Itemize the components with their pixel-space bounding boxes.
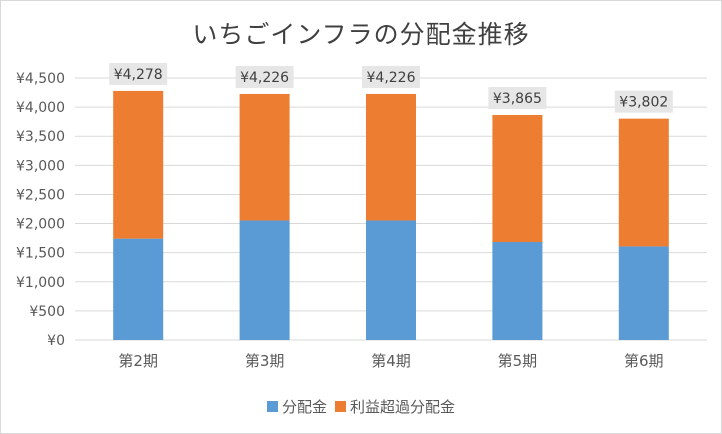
- total-label-box: [235, 65, 294, 88]
- total-data-label: ¥4,226: [367, 70, 416, 86]
- y-tick-label: ¥3,500: [16, 129, 65, 145]
- total-label-box: [109, 62, 168, 85]
- total-data-label: ¥3,865: [493, 91, 542, 107]
- y-tick-label: ¥4,500: [16, 71, 65, 87]
- legend-item-series-2: 利益超過分配金: [335, 396, 455, 417]
- y-tick-label: ¥1,000: [16, 275, 65, 291]
- y-tick-label: ¥2,000: [16, 217, 65, 233]
- total-label-box: [614, 90, 673, 113]
- legend-label-series-2: 利益超過分配金: [350, 398, 456, 416]
- legend: 分配金 利益超過分配金: [1, 396, 721, 417]
- bar-series-1: [366, 220, 416, 340]
- y-tick-label: ¥4,000: [16, 100, 65, 116]
- y-tick-label: ¥2,500: [16, 187, 65, 203]
- x-category-label: 第6期: [624, 352, 664, 370]
- y-tick-label: ¥1,500: [16, 246, 65, 262]
- bar-series-2: [492, 114, 543, 243]
- legend-label-series-1: 分配金: [281, 398, 327, 416]
- bar-series-2: [366, 93, 416, 221]
- x-category-label: 第3期: [245, 352, 285, 370]
- total-label-box: [362, 65, 420, 88]
- legend-swatch-series-1: [266, 401, 278, 412]
- bar-series-1: [113, 238, 164, 340]
- y-tick-label: ¥0: [47, 333, 65, 349]
- total-data-label: ¥3,802: [619, 95, 668, 111]
- bar-series-1: [618, 246, 669, 340]
- legend-item-series-1: 分配金: [266, 396, 327, 417]
- total-label-box: [488, 86, 547, 109]
- bar-series-2: [113, 90, 164, 239]
- chart-title: いちごインフラの分配金推移: [192, 20, 530, 49]
- bar-series-2: [239, 93, 290, 221]
- total-data-label: ¥4,278: [114, 67, 163, 83]
- x-category-label: 第4期: [371, 352, 411, 370]
- bar-series-1: [492, 242, 543, 340]
- y-tick-label: ¥3,000: [16, 158, 65, 174]
- y-tick-label: ¥500: [29, 304, 65, 320]
- total-data-label: ¥4,226: [240, 70, 289, 86]
- x-category-label: 第5期: [498, 352, 538, 370]
- bar-series-2: [618, 118, 669, 247]
- bar-series-1: [239, 220, 290, 340]
- x-category-label: 第2期: [118, 352, 158, 370]
- legend-swatch-series-2: [335, 401, 346, 412]
